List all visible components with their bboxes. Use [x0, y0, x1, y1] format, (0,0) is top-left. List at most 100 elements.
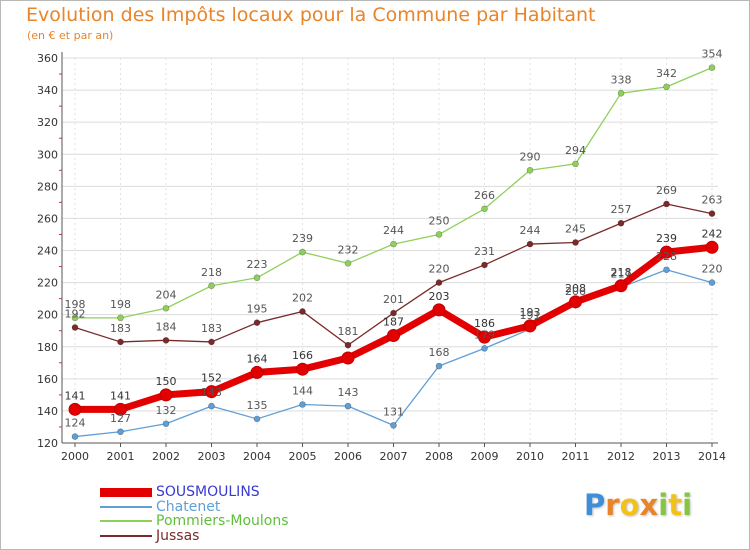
data-point-sousmoulins — [296, 362, 309, 376]
data-label-chatenet: 143 — [338, 386, 359, 399]
data-point-chatenet — [299, 401, 306, 408]
chart-title: Evolution des Impôts locaux pour la Comm… — [26, 4, 596, 26]
data-point-jussas — [481, 261, 488, 269]
data-label-jussas: 183 — [201, 322, 222, 335]
data-label-chatenet: 124 — [65, 417, 86, 430]
data-point-sousmoulins — [68, 402, 82, 416]
data-point-jussas — [344, 341, 352, 349]
data-label-jussas: 181 — [338, 325, 359, 338]
data-label-pommiers-moulons: 266 — [474, 189, 495, 202]
x-tick-label: 2000 — [61, 450, 89, 463]
data-point-chatenet — [117, 428, 124, 436]
data-label-pommiers-moulons: 223 — [247, 258, 268, 271]
data-label-pommiers-moulons: 294 — [565, 144, 586, 157]
legend-label: Pommiers-Moulons — [156, 513, 289, 529]
data-label-sousmoulins: 150 — [156, 375, 177, 388]
data-point-sousmoulins — [523, 319, 537, 333]
data-point-pommiers-moulons — [572, 160, 579, 168]
logo-letter: P — [584, 488, 606, 522]
data-point-chatenet — [208, 402, 215, 410]
data-label-sousmoulins: 193 — [520, 306, 541, 319]
data-label-pommiers-moulons: 204 — [156, 288, 177, 301]
x-tick-label: 2002 — [152, 450, 180, 463]
data-label-chatenet: 179 — [474, 328, 495, 341]
data-label-chatenet: 220 — [702, 263, 723, 276]
data-label-sousmoulins: 186 — [474, 317, 495, 330]
proxiti-logo: Proxiti — [584, 488, 692, 522]
x-tick-label: 2004 — [243, 450, 271, 463]
x-tick-label: 2008 — [425, 450, 453, 463]
x-tick-label: 2012 — [607, 450, 635, 463]
y-tick-label: 340 — [37, 84, 58, 97]
data-point-chatenet — [162, 420, 170, 428]
data-label-chatenet: 144 — [292, 385, 313, 398]
data-label-pommiers-moulons: 218 — [201, 266, 222, 279]
data-label-jussas: 231 — [474, 245, 495, 258]
data-point-sousmoulins — [569, 295, 582, 309]
data-label-jussas: 195 — [247, 303, 268, 316]
data-point-jussas — [663, 200, 670, 208]
data-point-chatenet — [708, 279, 716, 286]
data-label-sousmoulins: 152 — [201, 372, 222, 385]
data-label-chatenet: 127 — [110, 412, 131, 425]
y-tick-label: 180 — [37, 341, 58, 354]
data-label-jussas: 183 — [110, 322, 131, 335]
data-label-chatenet: 168 — [429, 346, 450, 359]
data-label-pommiers-moulons: 198 — [110, 298, 131, 311]
data-point-chatenet — [435, 362, 443, 370]
data-label-pommiers-moulons: 244 — [383, 224, 404, 237]
legend-label: SOUSMOULINS — [156, 484, 260, 500]
y-tick-label: 140 — [37, 405, 58, 418]
data-label-jussas: 269 — [656, 184, 677, 197]
data-point-pommiers-moulons — [435, 231, 443, 238]
legend-label: Chatenet — [156, 498, 221, 515]
y-tick-label: 160 — [37, 373, 58, 386]
data-point-pommiers-moulons — [481, 205, 488, 213]
x-tick-label: 2010 — [516, 450, 544, 463]
data-point-sousmoulins — [705, 240, 719, 254]
data-point-pommiers-moulons — [526, 166, 534, 174]
data-label-chatenet: 131 — [383, 405, 404, 418]
data-label-sousmoulins: 208 — [565, 282, 586, 295]
y-tick-label: 200 — [37, 309, 58, 322]
data-point-jussas — [299, 308, 306, 315]
data-point-jussas — [71, 324, 79, 331]
y-tick-label: 320 — [37, 116, 58, 129]
data-label-jussas: 245 — [565, 222, 586, 235]
data-label-jussas: 201 — [383, 293, 404, 306]
data-label-chatenet: 217 — [611, 267, 632, 280]
data-label-sousmoulins: 141 — [110, 389, 131, 402]
data-point-pommiers-moulons — [390, 240, 397, 248]
data-point-pommiers-moulons — [299, 248, 306, 256]
data-point-pommiers-moulons — [708, 64, 716, 71]
y-tick-label: 260 — [37, 212, 58, 225]
data-label-jussas: 257 — [611, 203, 632, 216]
data-point-sousmoulins — [341, 351, 355, 365]
data-point-sousmoulins — [478, 330, 491, 344]
x-tick-label: 2013 — [653, 450, 681, 463]
data-label-sousmoulins: 141 — [65, 389, 86, 402]
data-label-pommiers-moulons: 250 — [429, 214, 450, 227]
logo-letter: i — [658, 488, 669, 522]
legend-swatch — [100, 534, 152, 537]
data-point-jussas — [117, 338, 124, 346]
data-point-chatenet — [344, 402, 352, 410]
y-tick-label: 360 — [37, 52, 58, 65]
data-point-sousmoulins — [387, 329, 400, 343]
data-point-pommiers-moulons — [71, 314, 79, 322]
data-label-sousmoulins: 203 — [429, 290, 450, 303]
data-point-chatenet — [390, 422, 397, 429]
data-point-pommiers-moulons — [617, 89, 625, 97]
data-label-pommiers-moulons: 232 — [338, 243, 359, 256]
data-point-chatenet — [71, 433, 79, 440]
data-label-jussas: 192 — [65, 308, 86, 321]
data-label-jussas: 184 — [156, 320, 177, 333]
y-tick-label: 220 — [37, 277, 58, 290]
x-tick-label: 2014 — [698, 450, 726, 463]
y-tick-label: 120 — [37, 437, 58, 450]
chart-subtitle: (en € et par an) — [27, 29, 114, 42]
data-label-jussas: 220 — [429, 263, 450, 276]
legend-swatch — [100, 505, 152, 508]
data-point-sousmoulins — [114, 402, 127, 416]
data-point-jussas — [572, 239, 579, 246]
